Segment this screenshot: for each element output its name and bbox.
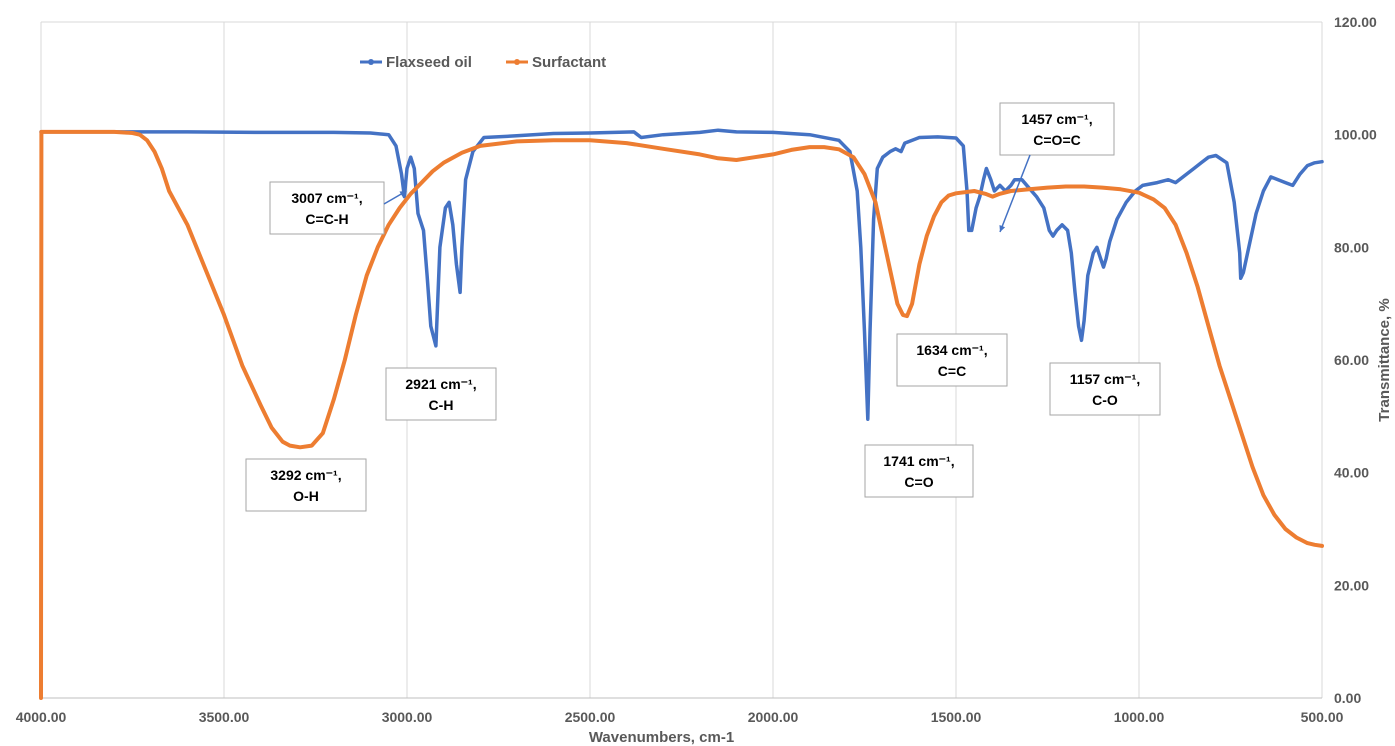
legend-marker-flaxseed-oil	[368, 59, 374, 65]
annotations-layer: 3007 cm⁻¹, C=C-H 2921 cm⁻¹, C-H 3292 cm⁻¹, O-…	[245, 102, 1161, 512]
series-line-surfactant	[39, 129, 1324, 700]
y-tick-label: 20.00	[1334, 577, 1369, 593]
annotation-bond: C=O	[904, 474, 933, 490]
y-tick-label: 60.00	[1334, 352, 1369, 368]
y-axis-title: Transmittance, %	[1376, 298, 1393, 421]
annotation-box	[864, 444, 974, 498]
annotation-box	[999, 102, 1115, 156]
annotation-1457: 1457 cm⁻¹, C=O=C	[999, 102, 1115, 233]
annotation-arrowhead	[999, 225, 1006, 232]
annotation-wavenumber: 1157 cm⁻¹,	[1070, 371, 1140, 387]
annotation-wavenumber: 1634 cm⁻¹,	[916, 342, 987, 358]
annotation-box	[896, 333, 1008, 387]
annotation-bond: C=C-H	[305, 211, 348, 227]
annotation-1157: 1157 cm⁻¹, C-O	[1049, 362, 1161, 416]
series-line-flaxseed-oil	[39, 128, 1324, 421]
x-tick-label: 500.00	[1301, 709, 1344, 725]
annotation-box	[245, 458, 367, 512]
annotation-arrow	[999, 154, 1031, 233]
annotation-bond: C-H	[429, 397, 454, 413]
annotation-arrowhead	[399, 191, 407, 197]
y-tick-label: 100.00	[1334, 127, 1377, 143]
annotation-wavenumber: 3292 cm⁻¹,	[270, 467, 341, 483]
annotation-wavenumber: 1741 cm⁻¹,	[883, 453, 954, 469]
annotation-1634: 1634 cm⁻¹, C=C	[896, 333, 1008, 387]
annotation-2921: 2921 cm⁻¹, C-H	[385, 367, 497, 421]
annotation-box	[385, 367, 497, 421]
y-tick-label: 40.00	[1334, 465, 1369, 481]
legend-label-surfactant: Surfactant	[532, 54, 606, 71]
annotation-bond: C=C	[938, 363, 966, 379]
legend-marker-surfactant	[514, 59, 520, 65]
axes: 4000.00 3500.00 3000.00 2500.00 2000.00 1500.…	[16, 14, 1377, 725]
annotation-bond: C=O=C	[1033, 132, 1080, 148]
x-tick-label: 3500.00	[199, 709, 250, 725]
series-layer	[39, 128, 1324, 700]
x-axis-title: Wavenumbers, cm-1	[589, 729, 734, 746]
annotation-1741: 1741 cm⁻¹, C=O	[864, 444, 974, 498]
annotation-wavenumber: 1457 cm⁻¹,	[1021, 111, 1092, 127]
annotation-3007: 3007 cm⁻¹, C=C-H	[269, 181, 407, 235]
annotation-wavenumber: 2921 cm⁻¹,	[405, 376, 476, 392]
x-tick-label: 3000.00	[382, 709, 433, 725]
x-tick-label: 2000.00	[748, 709, 799, 725]
x-tick-label: 4000.00	[16, 709, 67, 725]
legend: Flaxseed oil Surfactant	[360, 54, 606, 71]
legend-label-flaxseed-oil: Flaxseed oil	[386, 54, 472, 71]
y-tick-label: 80.00	[1334, 239, 1369, 255]
annotation-box	[1049, 362, 1161, 416]
annotation-bond: C-O	[1092, 392, 1118, 408]
annotation-3292: 3292 cm⁻¹, O-H	[245, 458, 367, 512]
x-tick-label: 1500.00	[931, 709, 982, 725]
annotation-bond: O-H	[293, 488, 319, 504]
y-tick-label: 0.00	[1334, 690, 1361, 706]
annotation-wavenumber: 3007 cm⁻¹,	[291, 190, 362, 206]
y-tick-label: 120.00	[1334, 14, 1377, 30]
x-tick-label: 1000.00	[1114, 709, 1165, 725]
annotation-box	[269, 181, 385, 235]
x-tick-label: 2500.00	[565, 709, 616, 725]
